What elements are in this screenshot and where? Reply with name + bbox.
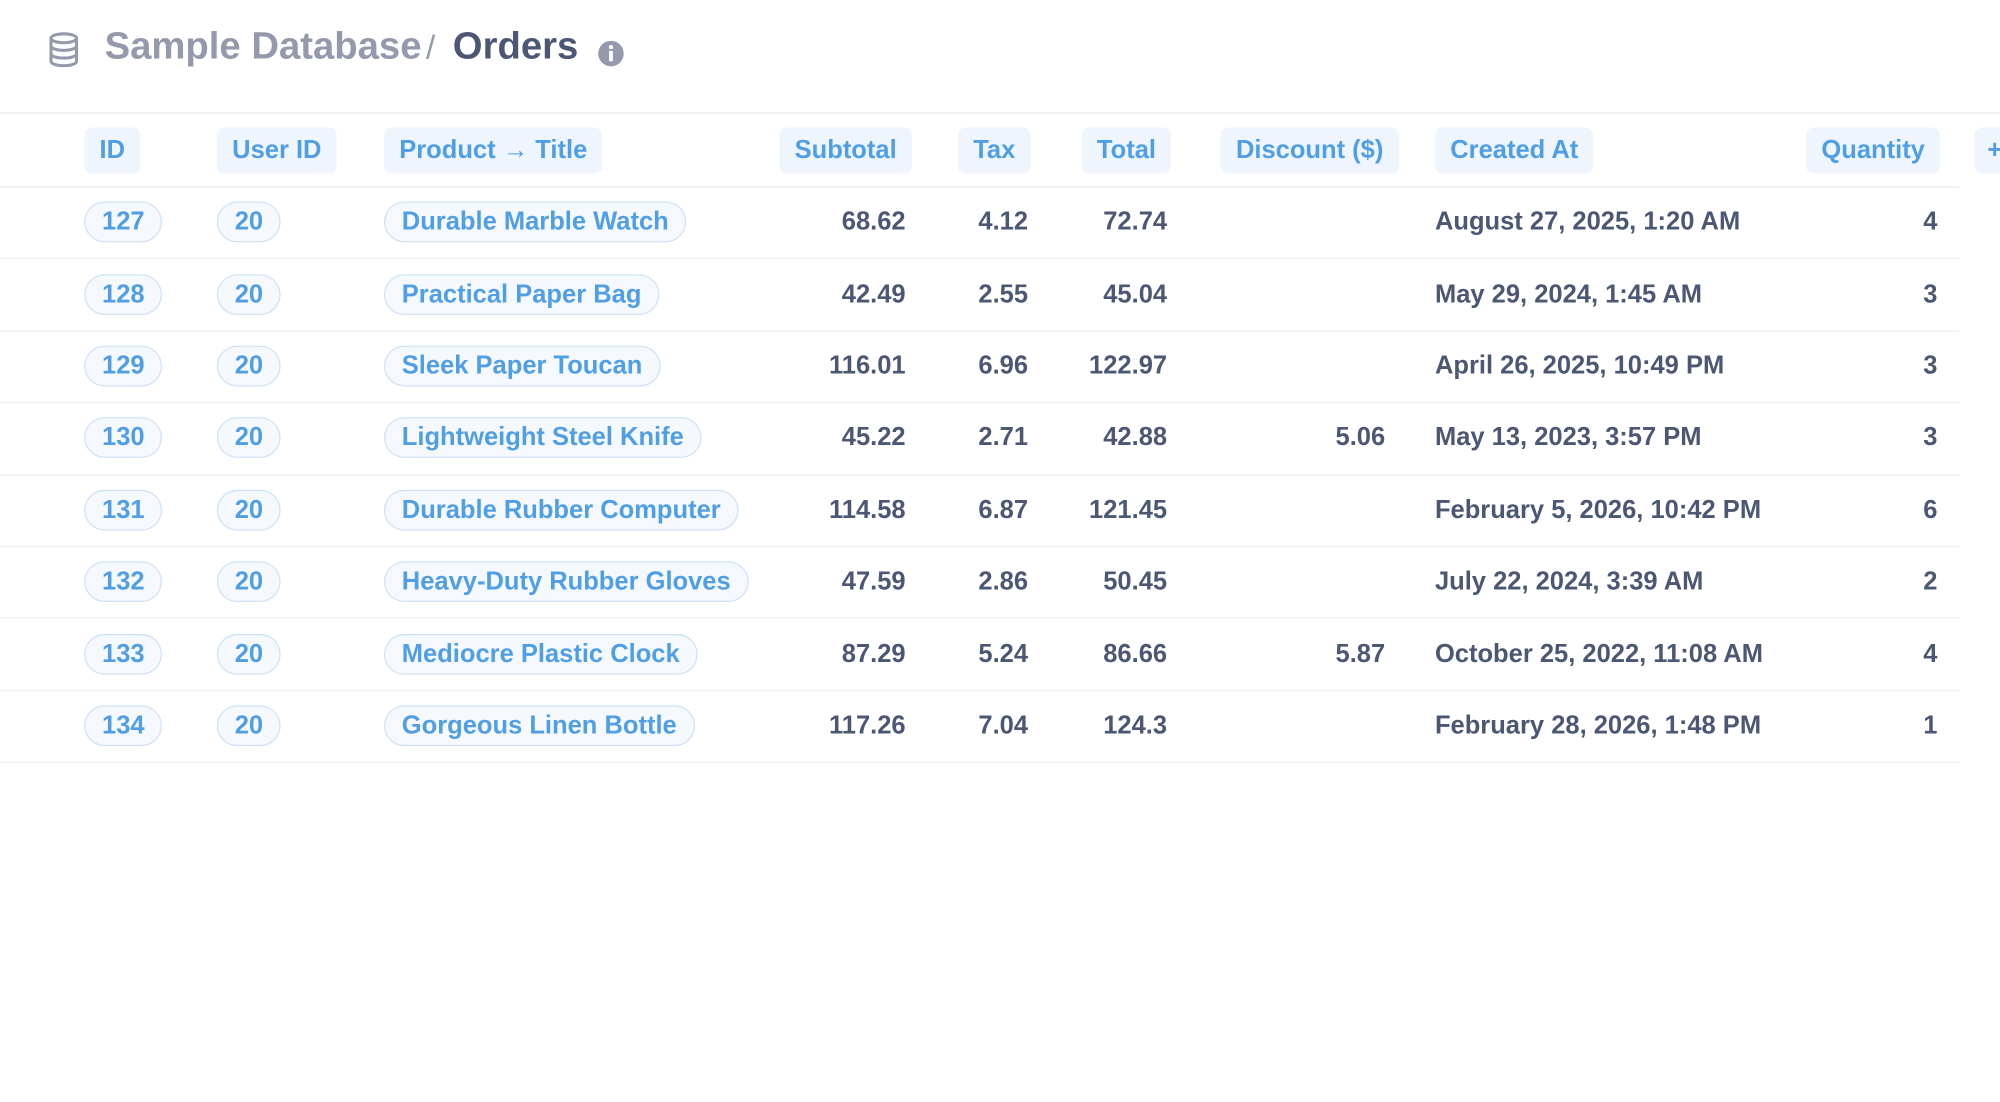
cell-link[interactable]: Durable Rubber Computer [383, 489, 739, 531]
row-divider [0, 617, 1960, 620]
row-divider [0, 689, 1960, 692]
column-header[interactable]: User ID [216, 127, 337, 174]
cell: 5.87 [1335, 639, 1386, 668]
cell-link[interactable]: Durable Marble Watch [383, 201, 687, 243]
row-divider [0, 186, 1960, 188]
cell: 117.26 [828, 711, 906, 740]
cell-link[interactable]: Sleek Paper Toucan [383, 345, 661, 387]
cell: 122.97 [1089, 352, 1168, 381]
cell-link[interactable]: 20 [216, 345, 281, 387]
cell: 3 [1923, 352, 1938, 381]
row-divider [0, 761, 1960, 763]
cell: 6.87 [978, 495, 1029, 524]
cell: 124.3 [1103, 711, 1168, 740]
cell-link[interactable]: Lightweight Steel Knife [383, 417, 702, 459]
cell: 7.04 [978, 711, 1029, 740]
row-divider [0, 402, 1960, 404]
row-divider [0, 330, 1960, 332]
cell: 121.45 [1089, 495, 1168, 524]
cell-link[interactable]: 20 [216, 201, 281, 243]
cell: 50.45 [1103, 567, 1168, 596]
cell: 45.22 [841, 423, 906, 453]
cell: July 22, 2024, 3:39 AM [1434, 567, 1704, 596]
cell-link[interactable]: 20 [216, 489, 281, 531]
cell-link[interactable]: Gorgeous Linen Bottle [383, 705, 695, 747]
cell-link[interactable]: 20 [216, 273, 281, 315]
cell-link[interactable]: Practical Paper Bag [383, 273, 660, 315]
cell-link[interactable]: 132 [84, 561, 163, 603]
row-divider [0, 473, 1960, 476]
row-divider [0, 545, 1960, 548]
cell-link[interactable]: 134 [84, 705, 163, 747]
cell: 2.71 [978, 423, 1029, 453]
cell: February 28, 2026, 1:48 PM [1434, 711, 1762, 740]
column-header[interactable]: Discount ($) [1220, 127, 1399, 174]
cell: May 29, 2024, 1:45 AM [1434, 280, 1702, 309]
column-header[interactable]: Product → Title [383, 127, 603, 174]
column-header[interactable]: ID [84, 127, 141, 174]
cell: 2 [1923, 567, 1938, 596]
database-icon [49, 32, 79, 68]
cell: 116.01 [828, 352, 906, 381]
column-header[interactable]: Quantity [1806, 127, 1941, 174]
cell: 87.29 [841, 639, 906, 668]
cell: 4 [1923, 639, 1938, 668]
cell: 47.59 [841, 567, 906, 596]
cell: October 25, 2022, 11:08 AM [1434, 639, 1763, 668]
header-divider [0, 112, 2000, 114]
cell: August 27, 2025, 1:20 AM [1434, 208, 1741, 237]
cell-link[interactable]: 128 [84, 273, 163, 315]
cell: 5.24 [978, 639, 1029, 668]
cell-link[interactable]: Heavy-Duty Rubber Gloves [383, 561, 749, 603]
cell-link[interactable]: 129 [84, 345, 163, 387]
cell: 6.96 [978, 352, 1029, 381]
cell-link[interactable]: 20 [216, 561, 281, 603]
cell: 4.12 [978, 208, 1029, 237]
breadcrumb-database[interactable]: Sample Database [104, 25, 422, 68]
cell: 42.88 [1103, 423, 1168, 453]
cell-link[interactable]: Mediocre Plastic Clock [383, 633, 698, 675]
cell: 3 [1923, 280, 1938, 309]
cell: 4 [1923, 208, 1938, 237]
cell: 86.66 [1103, 639, 1168, 668]
cell: 2.86 [978, 567, 1029, 596]
cell-link[interactable]: 127 [84, 201, 163, 243]
column-header[interactable]: Subtotal [779, 127, 912, 174]
cell: 1 [1923, 711, 1938, 740]
breadcrumb-separator: / [426, 28, 436, 67]
cell: May 13, 2023, 3:57 PM [1434, 423, 1702, 453]
column-header[interactable]: Tax [957, 127, 1031, 174]
info-icon[interactable] [597, 40, 625, 68]
cell: 5.06 [1335, 423, 1386, 453]
cell: 72.74 [1103, 208, 1168, 237]
cell: 3 [1923, 423, 1938, 453]
cell: February 5, 2026, 10:42 PM [1434, 495, 1762, 524]
cell: 114.58 [828, 495, 906, 524]
cell: 6 [1923, 495, 1938, 524]
cell-link[interactable]: 130 [84, 417, 163, 459]
cell-link[interactable]: 133 [84, 633, 163, 675]
cell-link[interactable]: 20 [216, 633, 281, 675]
cell: 68.62 [841, 208, 906, 237]
cell: April 26, 2025, 10:49 PM [1434, 352, 1725, 381]
add-column-button[interactable]: + [1974, 127, 2000, 174]
cell: 2.55 [978, 280, 1029, 309]
breadcrumb-table: Orders [452, 25, 579, 68]
row-divider [0, 258, 1960, 260]
cell: 42.49 [841, 280, 906, 309]
column-header[interactable]: Total [1081, 127, 1172, 174]
column-header[interactable]: Created At [1434, 127, 1594, 174]
cell: 45.04 [1103, 280, 1168, 309]
cell-link[interactable]: 20 [216, 417, 281, 459]
cell-link[interactable]: 20 [216, 705, 281, 747]
cell-link[interactable]: 131 [84, 489, 163, 531]
